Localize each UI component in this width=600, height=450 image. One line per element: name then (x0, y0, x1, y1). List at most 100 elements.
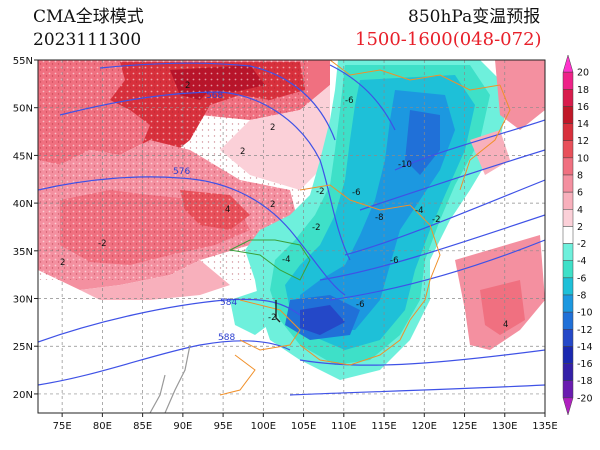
isoline-south (289, 384, 545, 396)
model-name: CMA全球模式 (33, 7, 144, 27)
temp-change-label: -2 (312, 223, 320, 233)
colorbar-label: -10 (577, 308, 593, 319)
isoline-label: 584 (220, 298, 237, 308)
longitude-axis: 75E 80E 85E 90E 95E 100E 105E 110E 115E 120E 125E 1… (53, 413, 558, 432)
init-time: 2023111300 (33, 30, 142, 50)
isoline-576 (38, 176, 346, 296)
isoline-label: 576 (173, 167, 190, 177)
colorbar-swatch (562, 191, 574, 210)
temp-change-label: 2 (185, 81, 190, 91)
isoline-label: 588 (218, 333, 235, 343)
lat-tick-label: 30N (13, 295, 33, 306)
colorbar-label: -2 (577, 239, 586, 250)
colorbar: 20 18 16 14 12 10 8 6 4 2 -2 -4 -6 -8 -10 -12 -14 -16 -18 -… (562, 54, 593, 416)
lat-tick-label: 55N (13, 56, 33, 67)
colorbar-swatch (562, 157, 574, 176)
map-frame (37, 59, 546, 414)
colorbar-label: -12 (577, 325, 593, 336)
boundary-line (329, 60, 501, 91)
isoline-east-2 (329, 239, 545, 301)
colorbar-swatch (562, 346, 574, 364)
isoline-north-east (329, 64, 396, 131)
cold-anomaly-14 (300, 305, 345, 335)
cold-patch-tibet (230, 290, 275, 335)
colorbar-swatch (562, 277, 574, 296)
lat-tick-label: 25N (13, 342, 33, 353)
boundary-line (299, 184, 441, 366)
colorbar-label: -14 (577, 342, 593, 353)
temp-change-label: -2 (432, 215, 440, 225)
isoline-label: 568 (206, 91, 223, 101)
temp-change-label: 2 (270, 200, 275, 210)
colorbar-label: 16 (577, 102, 589, 113)
border-line (275, 300, 281, 323)
isoline-southeast (299, 349, 545, 366)
colorbar-swatch (562, 294, 574, 313)
border-line (149, 374, 166, 413)
temp-change-label: 2 (240, 147, 245, 157)
temp-change-label: -6 (352, 188, 360, 198)
valid-range: 1500-1600(048-072) (355, 29, 542, 50)
isoline-east-3 (344, 179, 545, 256)
boundary-line (239, 299, 301, 351)
colorbar-swatch (562, 226, 574, 244)
colorbar-label: 18 (577, 85, 589, 96)
temp-change-label: -2 (268, 313, 276, 323)
colorbar-swatch (562, 380, 574, 399)
temp-change-label: -8 (375, 213, 383, 223)
shading-layer (38, 60, 545, 380)
boundary-line (459, 84, 511, 191)
temp-change-label: -6 (345, 96, 353, 106)
isoline-568 (59, 91, 351, 261)
border-line (164, 344, 191, 413)
colorbar-swatch (562, 329, 574, 347)
temp-change-label: 4 (225, 205, 230, 215)
colorbar-label: -20 (577, 393, 593, 404)
lon-tick-label: 110E (331, 421, 356, 432)
colorbar-label: -18 (577, 376, 593, 387)
colorbar-swatch (562, 89, 574, 107)
colorbar-swatch (562, 209, 574, 227)
lat-tick-label: 40N (13, 199, 33, 210)
colorbar-swatch (562, 243, 574, 261)
isoline-588 (38, 340, 291, 386)
product-title: 850hPa变温预报 (408, 7, 541, 27)
colorbar-label: 12 (577, 136, 589, 147)
colorbar-label: 20 (577, 68, 589, 79)
lon-tick-label: 130E (492, 421, 517, 432)
lat-tick-label: 50N (13, 104, 33, 115)
contour-label-layer: 568 576 584 588 -6 -10 -6 -8 -4 -2 -6 -6… (60, 81, 508, 343)
colorbar-swatch (562, 106, 574, 124)
isoline-east-1 (319, 214, 545, 281)
lon-tick-label: 105E (291, 421, 316, 432)
lon-tick-label: 85E (133, 421, 152, 432)
temp-change-label: -4 (415, 206, 423, 216)
colorbar-label: 8 (577, 171, 583, 182)
temp-change-label: -6 (356, 300, 364, 310)
lon-tick-label: 90E (173, 421, 192, 432)
lat-tick-label: 45N (13, 151, 33, 162)
colorbar-swatch (562, 363, 574, 381)
colorbar-label: -8 (577, 291, 586, 302)
province-boundaries (219, 60, 511, 396)
temp-change-label: -2 (98, 239, 106, 249)
temp-change-label: 2 (60, 258, 65, 268)
warm-patch-northeast (495, 60, 545, 130)
isoline-east-4 (359, 149, 545, 211)
boundary-line (219, 354, 256, 396)
colorbar-swatch (562, 260, 574, 279)
lon-tick-label: 115E (371, 421, 396, 432)
colorbar-label: 2 (577, 222, 583, 233)
lat-tick-label: 20N (13, 390, 33, 401)
colorbar-label: -4 (577, 256, 586, 267)
warm-fringe-south (80, 260, 230, 300)
lon-tick-label: 80E (93, 421, 112, 432)
isoline-560 (99, 62, 336, 141)
temp-change-label: 4 (503, 320, 508, 330)
lon-tick-label: 135E (532, 421, 557, 432)
lon-tick-label: 75E (53, 421, 72, 432)
temp-change-label: 2 (270, 123, 275, 133)
temp-change-label: -10 (398, 160, 412, 170)
